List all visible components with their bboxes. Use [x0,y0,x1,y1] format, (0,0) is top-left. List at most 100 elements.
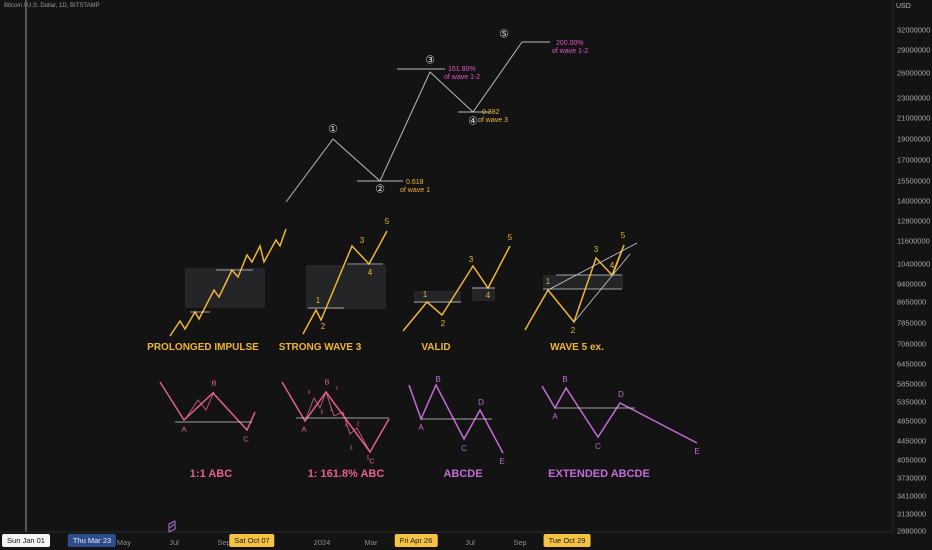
price-label: 2880000 [897,526,927,536]
abc-161-drawing[interactable] [281,381,390,454]
abcde-drawing[interactable] [408,383,504,454]
abcde-label-c: C [461,444,467,453]
wave-5-extension-drawing[interactable] [524,242,638,331]
fib-wave-5-ref: of wave 1-2 [552,48,589,55]
extended-abcde-label-b: B [562,375,568,384]
abc-1-1-subwave [185,391,215,419]
wave-5-channel-upper [547,242,638,291]
wave-label-5: ⑤ [499,28,509,41]
time-label: Sep [217,538,231,547]
price-label: 5850000 [897,379,927,389]
price-label: 26000000 [897,68,931,78]
wave-5-label-3: 3 [593,245,599,254]
valid-label-5: 5 [507,233,513,242]
time-label: Sep [513,538,527,547]
range-start-date-label: Thu Mar 23 [67,534,117,547]
abc-161-sub-2: 2 [356,421,360,428]
abc-161-path [281,381,390,454]
marker-date-label: Sat Oct 07 [229,534,275,547]
valid-box-2 [472,287,495,301]
wave-5-label-4: 4 [609,261,615,270]
price-label: 11600000 [897,236,930,246]
extended-abcde-label-c: C [595,442,601,451]
strong-wave-3-label-5: 5 [384,217,390,226]
extended-abcde-drawing[interactable] [541,385,698,444]
fib-wave-4-ref: of wave 3 [478,117,508,124]
abc-1-1-label-a: A [181,424,187,434]
wave-5-label-5: 5 [620,231,626,240]
abc-161-label-a: A [301,424,307,434]
price-label: 32000000 [897,25,931,35]
price-label: 3130000 [897,509,927,519]
abc-1-1-drawing[interactable] [159,381,256,432]
price-label: 14000000 [897,196,931,206]
wave-label-2: ② [375,183,385,196]
strong-wave-3-label-3: 3 [359,236,365,245]
price-label: 23000000 [897,93,931,103]
fib-wave-2-ratio: 0.618 [406,179,424,186]
time-label: 2024 [313,538,331,547]
price-label: 21000000 [897,113,931,123]
fib-wave-4-ratio: 0.382 [482,109,500,116]
valid-label-2: 2 [440,319,446,328]
strong-wave-3-drawing[interactable] [302,230,388,335]
wave-5-label-1: 1 [545,277,551,286]
time-label: Jul [465,538,475,547]
valid-label-1: 1 [422,290,428,299]
price-label: 5350000 [897,397,927,407]
abcde-label-d: D [478,398,484,407]
abc-161-sub-3: 3 [349,445,353,452]
abcde-title: ABCDE [443,468,483,480]
valid-title: VALID [421,342,451,353]
fib-logo-icon[interactable] [168,520,176,533]
abcde-label-b: B [435,375,441,384]
strong-wave-3-label-4: 4 [367,268,373,277]
price-label: 7060000 [897,339,927,349]
abc-1-1-label-b: B [211,378,217,388]
abcde-label-e: E [499,457,505,466]
price-label: 3730000 [897,473,927,483]
abcde-label-a: A [418,423,424,432]
extended-abcde-label-d: D [618,390,624,399]
wave-5-channel-lower [573,253,631,323]
abc-161-label-c: C [369,456,375,466]
currency-label: USD [896,3,911,10]
price-label: 7850000 [897,318,927,328]
strong-wave-3-title: STRONG WAVE 3 [278,342,362,353]
main-wave-drawing[interactable] [285,41,550,203]
valid-drawing[interactable] [402,245,511,332]
price-label: 29000000 [897,45,931,55]
prolonged-impulse-drawing[interactable] [169,228,287,337]
wave-5-box [543,275,623,289]
prolonged-impulse-box [185,268,265,308]
abc-161-title: 1: 161.8% ABC [307,468,385,480]
price-label: 4850000 [897,416,927,426]
wave-label-1: ① [328,123,338,136]
price-label: 10400000 [897,259,931,269]
price-label: 12800000 [897,216,931,226]
abc-161-sub-a: a [307,389,311,396]
strong-wave-3-label-1: 1 [315,296,321,305]
cursor-date-label: Sun Jan 01 [2,534,50,547]
prolonged-impulse-path [169,228,287,337]
valid-label-3: 3 [468,255,474,264]
valid-label-4: 4 [485,291,491,300]
abc-161-subwave [304,390,371,453]
wave-label-3: ③ [425,54,435,67]
abc-161-sub-5: 5 [366,455,370,462]
price-label: 6450000 [897,359,927,369]
price-label: 17000000 [897,155,931,165]
price-label: 9400000 [897,279,927,289]
strong-wave-3-path [302,230,388,335]
price-label: 4050000 [897,455,927,465]
fib-wave-3-ratio: 161.80% [448,66,476,73]
wave-label-4: ④ [468,115,478,128]
abc-161-label-b: B [324,377,330,387]
price-label: 15500000 [897,176,931,186]
marker-date-label: Fri Apr 26 [394,534,438,547]
time-label: May [116,538,132,547]
abc-1-1-path [159,381,256,432]
extended-abcde-path [541,385,698,444]
symbol-header: Bitcoin / U.S. Dollar, 1D, BITSTAMP [4,3,100,9]
